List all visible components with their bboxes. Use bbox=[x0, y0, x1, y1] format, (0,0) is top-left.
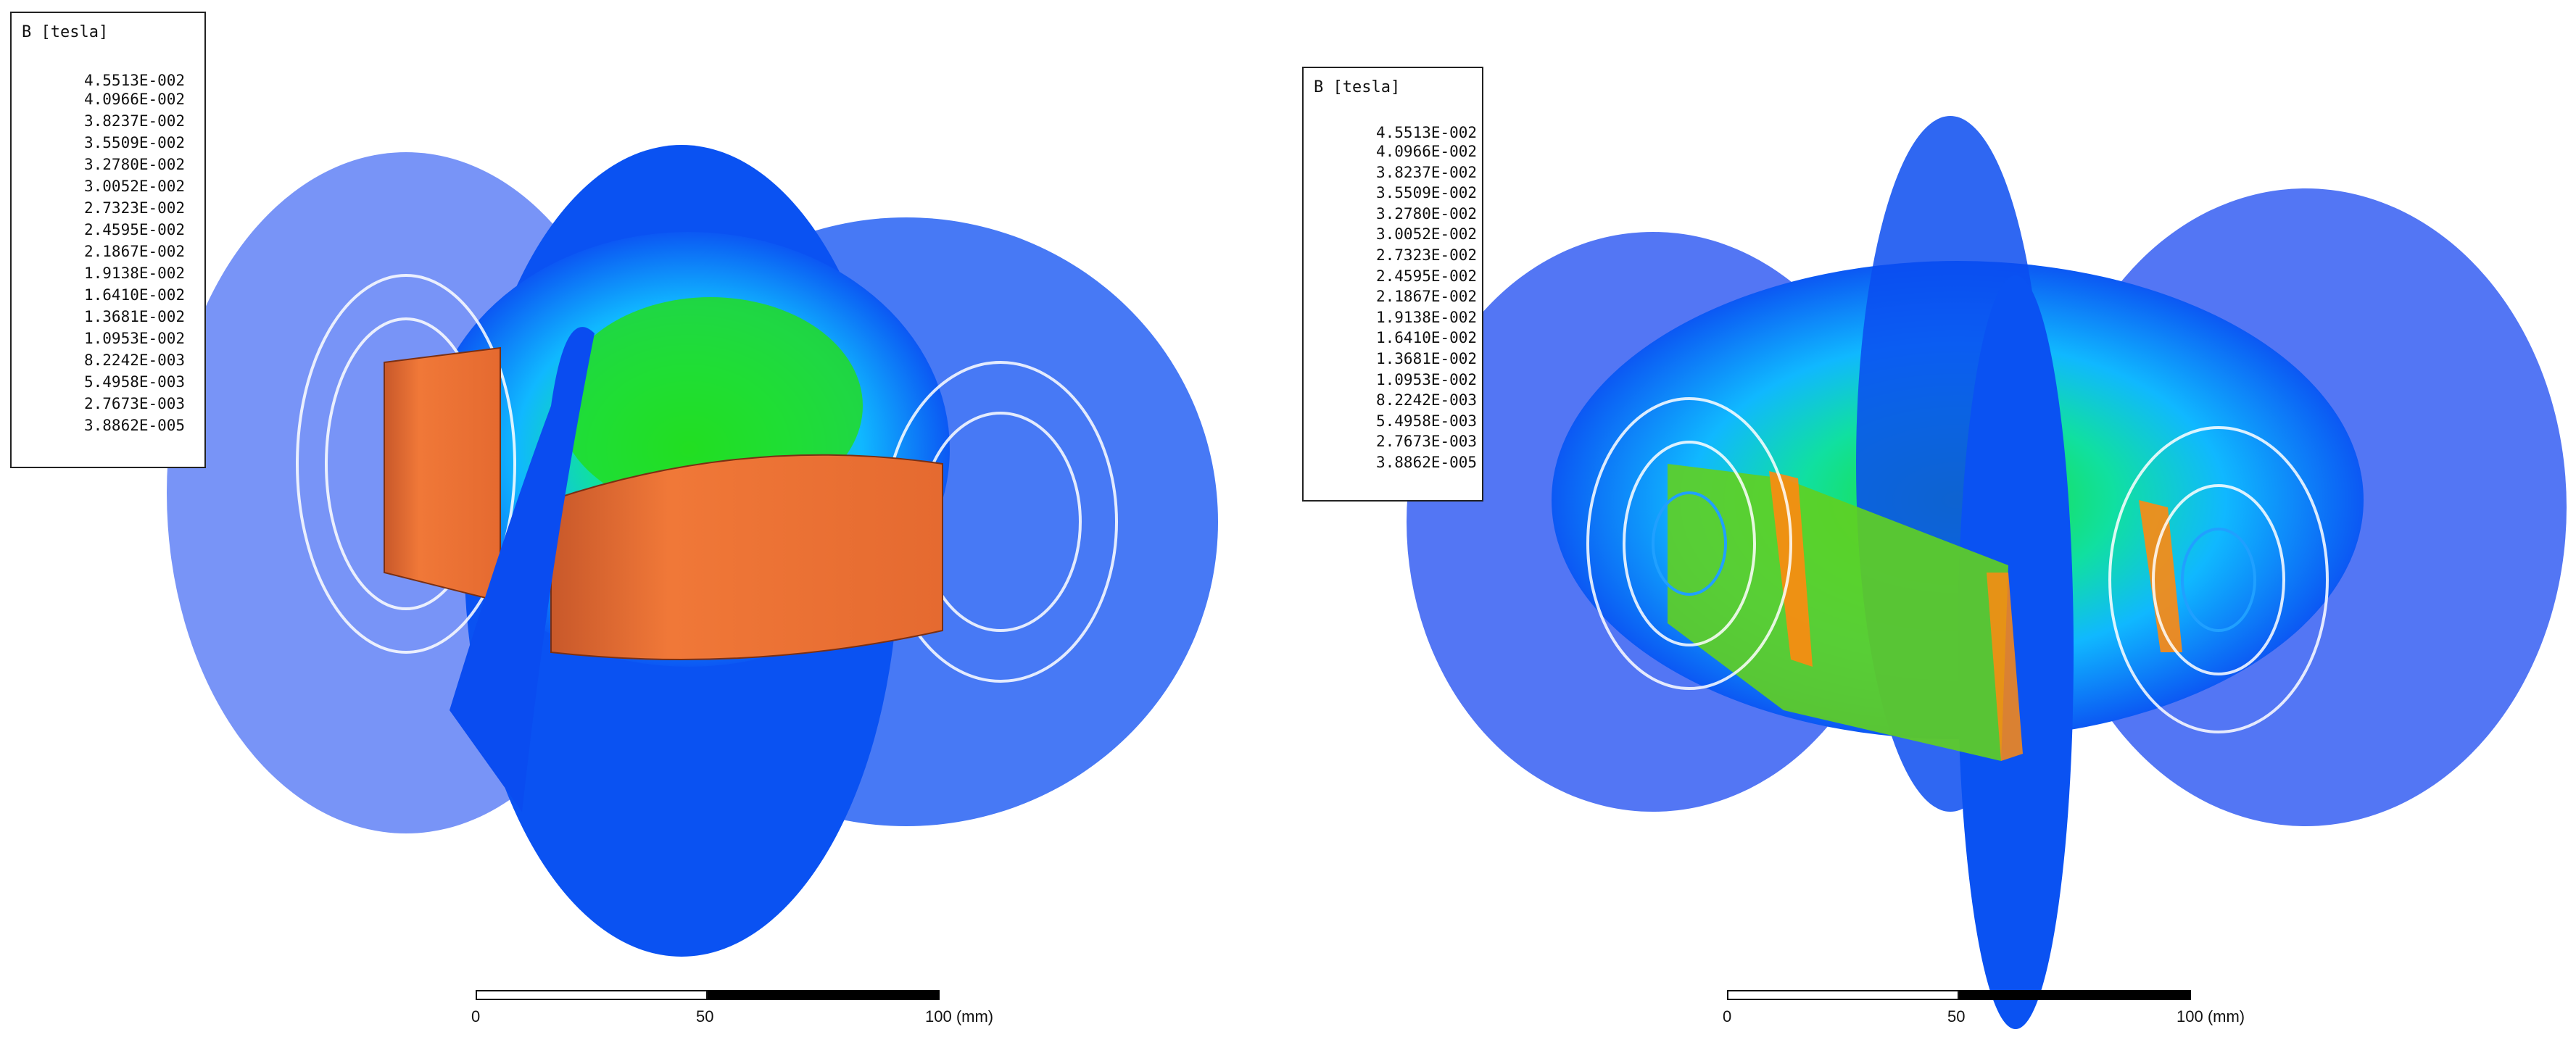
left-legend-tick: 3.5509E-002 bbox=[84, 134, 186, 151]
right-scale-label-mid: 50 bbox=[1947, 1007, 1966, 1026]
left-legend-tick: 1.3681E-002 bbox=[84, 308, 186, 325]
left-scale-bar: 0 50 100 (mm) bbox=[471, 990, 993, 1026]
right-legend-tick: 8.2242E-003 bbox=[1376, 391, 1478, 409]
left-legend-tick: 3.2780E-002 bbox=[84, 156, 186, 173]
left-legend-tick: 4.0966E-002 bbox=[84, 91, 186, 108]
left-legend-tick: 3.0052E-002 bbox=[84, 178, 186, 195]
left-legend-tick: 1.6410E-002 bbox=[84, 286, 186, 304]
left-legend-tick: 4.5513E-002 bbox=[84, 72, 186, 89]
right-legend: B [tesla] 4.5513E-002 4.0966E-002 3.8237E-… bbox=[1302, 67, 1483, 502]
right-legend-tick: 3.8862E-005 bbox=[1376, 454, 1478, 471]
right-legend-tick: 3.0052E-002 bbox=[1376, 225, 1478, 244]
left-field-plot bbox=[167, 145, 1218, 957]
right-legend-tick: 4.0966E-002 bbox=[1376, 143, 1478, 160]
left-legend-tick: 1.0953E-002 bbox=[84, 330, 186, 347]
left-legend-tick: 2.1867E-002 bbox=[84, 243, 186, 260]
right-field-plot bbox=[1407, 116, 2567, 1029]
left-legend-tick: 3.8237E-002 bbox=[84, 112, 186, 130]
left-scale-label-end: 100 (mm) bbox=[925, 1007, 994, 1026]
left-legend-title: B [tesla] bbox=[22, 23, 109, 41]
right-legend-tick: 3.5509E-002 bbox=[1376, 184, 1478, 202]
left-legend-tick: 8.2242E-003 bbox=[84, 351, 186, 369]
left-legend-tick: 1.9138E-002 bbox=[84, 265, 186, 282]
right-scale-label-start: 0 bbox=[1723, 1007, 1732, 1026]
right-scale-label-end: 100 (mm) bbox=[2177, 1007, 2245, 1026]
right-legend-tick: 1.0953E-002 bbox=[1376, 370, 1478, 388]
right-legend-tick: 3.8237E-002 bbox=[1376, 163, 1478, 181]
right-legend-tick: 2.7673E-003 bbox=[1376, 433, 1478, 451]
left-scale-label-start: 0 bbox=[471, 1007, 481, 1026]
right-legend-tick: 1.9138E-002 bbox=[1376, 308, 1478, 326]
right-scale-bar: 0 50 100 (mm) bbox=[1723, 990, 2245, 1026]
right-legend-tick: 3.2780E-002 bbox=[1376, 204, 1478, 222]
right-legend-tick: 1.6410E-002 bbox=[1376, 329, 1478, 347]
right-legend-title: B [tesla] bbox=[1314, 78, 1401, 96]
right-legend-tick: 1.3681E-002 bbox=[1376, 350, 1478, 367]
left-legend-tick: 5.4958E-003 bbox=[84, 373, 186, 391]
left-legend-tick: 2.4595E-002 bbox=[84, 221, 186, 238]
left-legend-tick: 2.7323E-002 bbox=[84, 199, 186, 217]
right-legend-tick: 2.7323E-002 bbox=[1376, 246, 1478, 264]
left-scale-label-mid: 50 bbox=[696, 1007, 714, 1026]
right-legend-tick: 2.4595E-002 bbox=[1376, 267, 1478, 285]
right-legend-tick: 4.5513E-002 bbox=[1376, 124, 1478, 141]
right-legend-tick: 5.4958E-003 bbox=[1376, 412, 1478, 430]
right-legend-tick: 2.1867E-002 bbox=[1376, 288, 1478, 306]
left-legend-tick: 3.8862E-005 bbox=[84, 417, 186, 434]
left-legend-tick: 2.7673E-003 bbox=[84, 395, 186, 412]
left-legend: B [tesla] 4.5513E-002 4.0966E-002 3.8237E-… bbox=[10, 12, 206, 468]
